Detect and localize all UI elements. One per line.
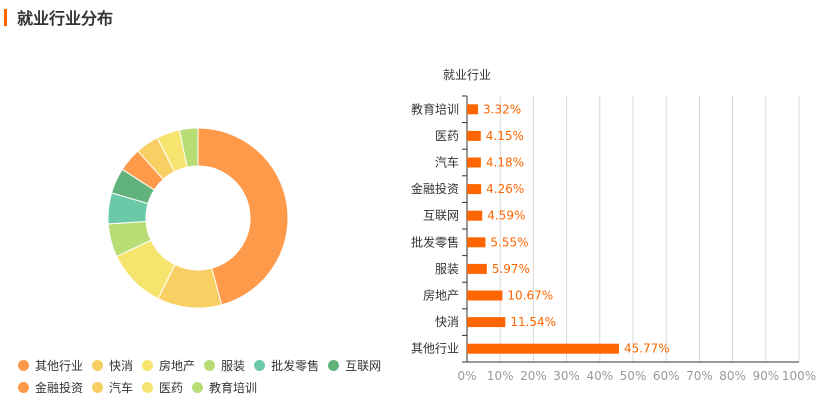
value-label: 5.97%: [492, 262, 530, 276]
legend-item[interactable]: 服装: [204, 357, 245, 374]
value-label: 45.77%: [624, 342, 670, 356]
category-label: 金融投资: [411, 181, 459, 196]
legend-label: 教育培训: [209, 380, 258, 395]
bar: [467, 157, 481, 168]
legend-label: 批发零售: [271, 358, 320, 373]
x-tick-label: 30%: [553, 369, 580, 383]
x-tick-label: 40%: [586, 369, 613, 383]
category-label: 医药: [435, 129, 459, 143]
donut-slice: [197, 127, 289, 306]
legend-swatch: [204, 359, 216, 371]
legend-item[interactable]: 房地产: [142, 357, 195, 374]
bar: [467, 130, 481, 141]
value-label: 3.32%: [483, 102, 521, 116]
legend-label: 金融投资: [35, 380, 84, 395]
x-tick-label: 60%: [653, 369, 680, 383]
value-label: 10.67%: [507, 289, 553, 303]
x-tick-label: 80%: [719, 369, 746, 383]
donut-legend: 其他行业 快消 房地产 服装 批发零售 互联网 金融投资 汽车 医药 教育培训: [18, 354, 390, 398]
legend-item[interactable]: 互联网: [328, 357, 381, 374]
legend-row: 其他行业 快消 房地产 服装 批发零售 互联网: [18, 354, 390, 376]
legend-label: 快消: [109, 358, 134, 373]
legend-swatch: [328, 359, 340, 371]
legend-item[interactable]: 医药: [142, 379, 183, 396]
category-label: 互联网: [423, 209, 459, 223]
x-tick-label: 70%: [686, 369, 713, 383]
bar: [467, 210, 483, 221]
legend-label: 服装: [221, 358, 246, 373]
legend-swatch: [18, 359, 29, 371]
bar: [467, 317, 506, 328]
bar: [467, 237, 486, 248]
x-tick-label: 100%: [782, 369, 816, 383]
bar: [467, 343, 619, 354]
category-label: 批发零售: [411, 234, 459, 249]
bar: [467, 290, 503, 301]
legend-item[interactable]: 汽车: [92, 379, 133, 396]
bar: [467, 263, 487, 274]
category-label: 快消: [435, 315, 459, 329]
legend-label: 其他行业: [35, 358, 84, 373]
donut-slice: [178, 127, 199, 168]
section-header: 就业行业分布: [0, 6, 113, 28]
category-label: 房地产: [423, 288, 459, 303]
legend-swatch: [192, 381, 204, 393]
legend-swatch: [254, 359, 266, 371]
x-tick-label: 90%: [752, 369, 779, 383]
legend-item[interactable]: 其他行业: [18, 357, 83, 374]
legend-item[interactable]: 教育培训: [192, 379, 257, 396]
value-label: 4.26%: [486, 182, 524, 196]
legend-label: 医药: [159, 380, 184, 395]
category-label: 汽车: [435, 155, 459, 170]
value-label: 4.59%: [487, 209, 525, 223]
value-label: 11.54%: [510, 315, 556, 329]
category-label: 教育培训: [411, 101, 459, 116]
legend-label: 互联网: [345, 358, 382, 373]
bar: [467, 104, 479, 115]
legend-label: 汽车: [109, 380, 134, 395]
x-tick-label: 50%: [620, 369, 647, 383]
x-tick-label: 10%: [487, 369, 514, 383]
value-label: 4.18%: [486, 156, 524, 170]
legend-label: 房地产: [159, 358, 196, 373]
legend-swatch: [142, 359, 154, 371]
section-title: 就业行业分布: [17, 9, 114, 28]
category-label: 服装: [435, 262, 459, 276]
title-accent-bar: [4, 8, 7, 26]
x-tick-label: 0%: [457, 369, 476, 383]
value-label: 5.55%: [490, 235, 528, 249]
bar: [467, 184, 482, 195]
value-label: 4.15%: [486, 129, 524, 143]
legend-item[interactable]: 快消: [92, 357, 133, 374]
legend-item[interactable]: 金融投资: [18, 379, 83, 396]
legend-swatch: [18, 381, 29, 393]
x-tick-label: 20%: [520, 369, 547, 383]
category-label: 其他行业: [411, 342, 459, 356]
legend-swatch: [92, 381, 104, 393]
legend-swatch: [142, 381, 154, 393]
bar-chart-title: 就业行业: [443, 68, 492, 82]
legend-swatch: [92, 359, 104, 371]
legend-row: 金融投资 汽车 医药 教育培训: [18, 376, 390, 398]
legend-item[interactable]: 批发零售: [254, 357, 319, 374]
